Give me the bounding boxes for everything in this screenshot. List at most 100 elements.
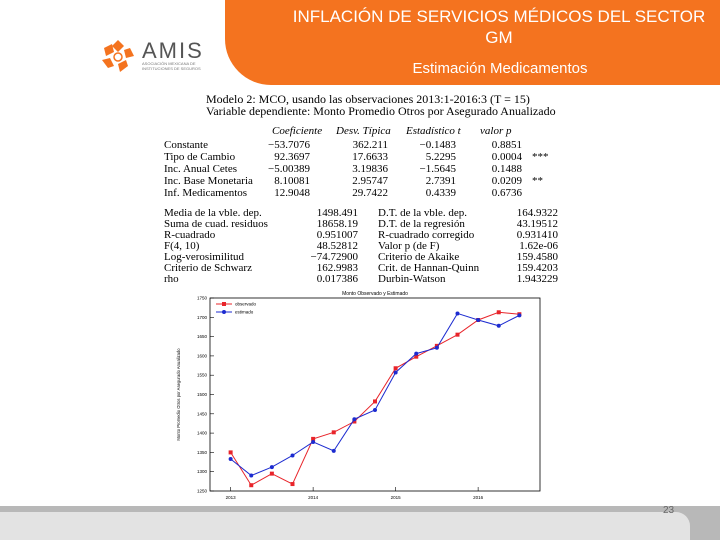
coef-se: 29.7422 (352, 187, 388, 199)
stats-row: F(4, 10) 48.52812 Valor p (de F) 1.62e-0… (160, 240, 570, 252)
data-point-estimado (496, 323, 501, 328)
data-point-observado (496, 310, 501, 315)
stats-row: Log-verosimilitud −74.72900 Criterio de … (160, 251, 570, 263)
stat-label: D.T. de la regresión (378, 218, 465, 230)
coef-t: −1.5645 (419, 163, 456, 175)
coef-name: Inc. Base Monetaria (164, 175, 253, 187)
stat-value: 18658.19 (316, 218, 358, 230)
coef-p: 0.0004 (491, 151, 522, 163)
title-banner (225, 0, 720, 85)
x-tick-label: 2013 (226, 495, 237, 500)
coef-se: 3.19836 (352, 163, 388, 175)
legend-marker-estimado (222, 310, 226, 314)
model-line-1: Modelo 2: MCO, usando las observaciones … (206, 92, 530, 106)
data-point-observado (373, 399, 377, 404)
data-point-estimado (228, 456, 233, 461)
stat-value: 0.951007 (316, 229, 358, 241)
data-point-estimado (517, 313, 522, 318)
stat-value: 0.931410 (516, 229, 558, 241)
coef-value: 12.9048 (274, 187, 310, 199)
data-point-observado (393, 366, 398, 371)
stat-label: Durbin-Watson (378, 273, 446, 285)
coef-row: Inf. Medicamentos 12.9048 29.7422 0.4339… (160, 187, 560, 199)
summary-statistics: Media de la vble. dep. 1498.491 D.T. de … (160, 207, 570, 287)
data-point-observado (455, 332, 460, 337)
y-axis-label: Monto Promedio Otros por Asegurado Anual… (176, 348, 181, 441)
stat-label: R-cuadrado corregido (378, 229, 475, 241)
coef-se: 17.6633 (352, 151, 388, 163)
stat-label: R-cuadrado (164, 229, 216, 241)
stat-value: 159.4580 (516, 251, 558, 263)
coef-se: 2.95747 (352, 175, 388, 187)
coef-t: 2.7391 (425, 175, 456, 187)
coef-t: 0.4339 (425, 187, 456, 199)
coef-row: Inc. Base Monetaria 8.10081 2.95747 2.73… (160, 175, 560, 187)
stats-row: rho 0.017386 Durbin-Watson 1.943229 (160, 273, 570, 285)
y-tick-label: 1550 (197, 373, 208, 378)
data-point-estimado (311, 439, 316, 444)
stat-label: Media de la vble. dep. (164, 207, 262, 219)
logo-tagline: ASOCIACIÓN MEXICANA DE INSTITUCIONES DE … (142, 61, 201, 71)
y-tick-label: 1500 (197, 392, 208, 397)
slide-title: INFLACIÓN DE SERVICIOS MÉDICOS DEL SECTO… (292, 7, 706, 47)
coef-t: −0.1483 (419, 139, 456, 151)
chart-title: Monto Observado y Estimado (342, 291, 408, 297)
stats-row: Suma de cuad. residuos 18658.19 D.T. de … (160, 218, 570, 230)
stat-value: 0.017386 (316, 273, 358, 285)
coef-p: 0.6736 (491, 187, 522, 199)
data-point-estimado (373, 407, 377, 412)
data-point-observado (311, 436, 316, 441)
stat-value: 164.9322 (516, 207, 558, 219)
coef-row: Constante −53.7076 362.211 −0.1483 0.885… (160, 139, 560, 151)
observed-vs-estimated-chart: Monto Observado y Estimado 1250 1300 1350 14… (176, 291, 541, 500)
data-point-estimado (290, 453, 295, 458)
coef-value: 8.10081 (274, 175, 310, 187)
data-point-estimado (352, 417, 357, 422)
series-line-observado (230, 311, 520, 486)
y-tick-label: 1300 (197, 469, 208, 474)
stat-value: −74.72900 (310, 251, 358, 263)
stat-label: Criterio de Schwarz (164, 262, 252, 274)
coef-name: Tipo de Cambio (164, 151, 236, 163)
legend-label-estimado: estimado (235, 310, 254, 315)
coef-row: Inc. Anual Cetes −5.00389 3.19836 −1.564… (160, 163, 560, 175)
stat-value: 48.52812 (316, 240, 358, 252)
stats-row: Media de la vble. dep. 1498.491 D.T. de … (160, 207, 570, 219)
header-coefficient: Coeficiente (272, 125, 323, 137)
y-tick-label: 1250 (197, 489, 208, 494)
data-point-estimado (414, 351, 419, 356)
stat-value: 162.9983 (316, 262, 358, 274)
stat-value: 43.19512 (516, 218, 558, 230)
page-number: 23 (663, 505, 675, 516)
y-tick-label: 1400 (197, 431, 208, 436)
data-point-estimado (476, 318, 481, 323)
data-point-estimado (434, 345, 439, 350)
y-tick-label: 1750 (197, 296, 208, 301)
y-tick-label: 1700 (197, 315, 208, 320)
coefficients-table: Coeficiente Desv. Típica Estadístico t v… (160, 125, 560, 199)
data-point-estimado (249, 473, 254, 478)
series-line-estimado (230, 312, 520, 477)
coef-row: Tipo de Cambio 92.3697 17.6633 5.2295 0.… (160, 151, 560, 163)
stats-row: Criterio de Schwarz 162.9983 Crit. de Ha… (160, 262, 570, 274)
stat-value: 1.943229 (516, 273, 558, 285)
coef-value: 92.3697 (274, 151, 310, 163)
coef-t: 5.2295 (425, 151, 456, 163)
data-point-observado (331, 430, 336, 435)
stat-label: Suma de cuad. residuos (164, 218, 268, 230)
x-tick-label: 2016 (473, 495, 484, 500)
y-tick-label: 1600 (197, 353, 208, 358)
slide-subtitle: Estimación Medicamentos (412, 60, 588, 77)
legend-marker-observado (222, 302, 226, 306)
x-tick-label: 2015 (391, 495, 402, 500)
stats-row: R-cuadrado 0.951007 R-cuadrado corregido… (160, 229, 570, 241)
header-p-value: valor p (480, 125, 512, 137)
data-point-observado (414, 354, 419, 359)
data-point-estimado (269, 465, 274, 470)
data-point-estimado (331, 448, 336, 453)
coef-p: 0.0209 (491, 175, 522, 187)
plot-frame (209, 297, 541, 492)
header-t-stat: Estadístico t (406, 125, 461, 137)
x-tick-label: 2014 (308, 495, 319, 500)
stat-label: D.T. de la vble. dep. (378, 207, 467, 219)
